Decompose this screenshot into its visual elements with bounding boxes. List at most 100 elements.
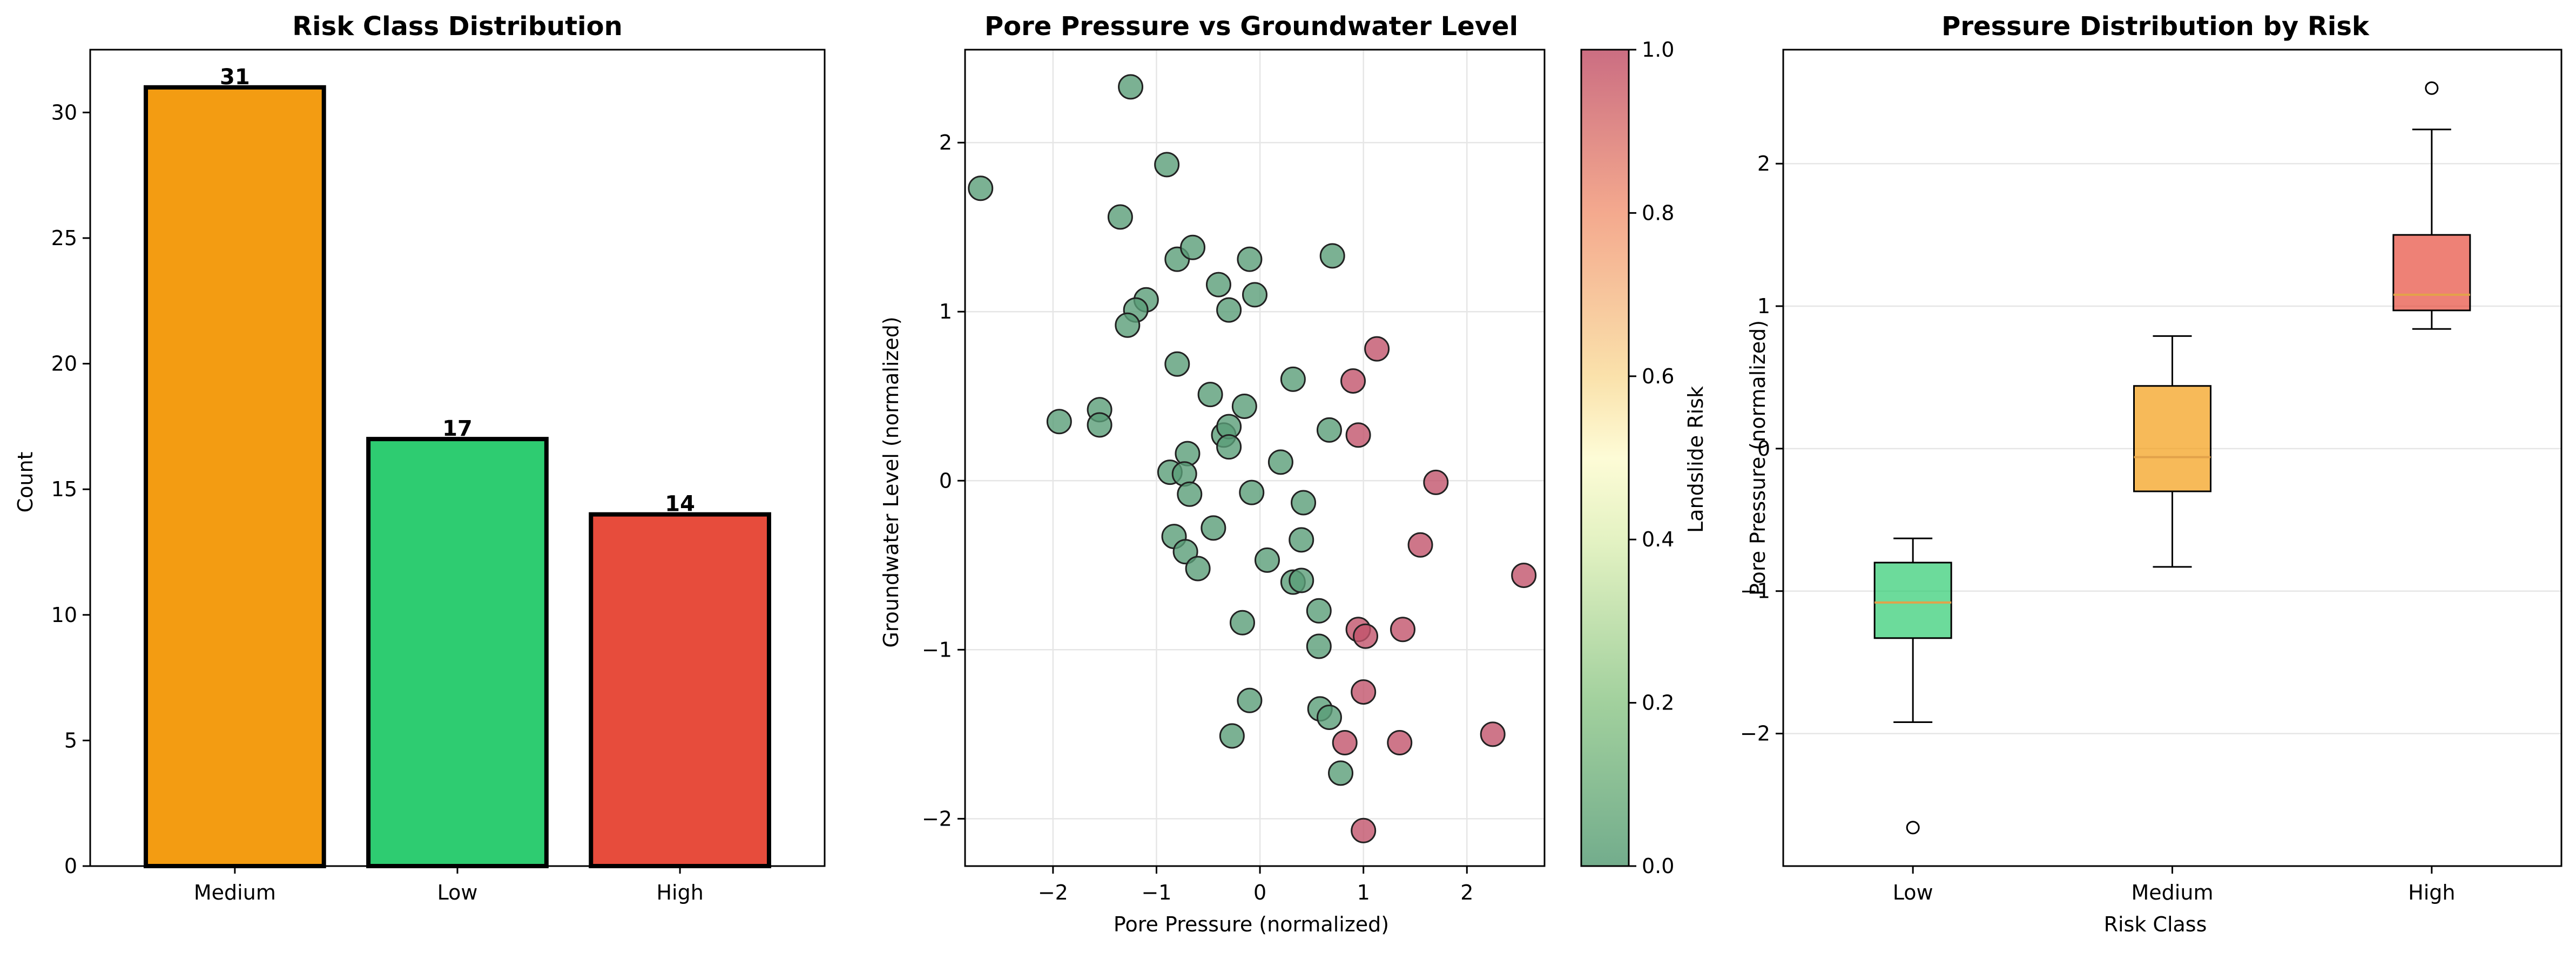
box-chart-panel: Pressure Distribution by Risk Risk Class… xyxy=(1740,11,2562,936)
scatter-point-high-risk xyxy=(1423,469,1449,495)
colorbar-tick-label: 0.2 xyxy=(1642,691,1674,715)
scatter-point-low-risk xyxy=(1306,633,1332,659)
scatter-point-high-risk xyxy=(1480,721,1506,747)
scatter-point-low-risk xyxy=(1328,760,1354,786)
box-chart-ylabel: Pore Pressure (normalized) xyxy=(1746,320,1770,596)
scatter-point-low-risk xyxy=(1267,449,1293,475)
scatter-point-low-risk xyxy=(1254,547,1280,573)
scatter-point-low-risk xyxy=(1289,527,1314,553)
bar-value-label: 31 xyxy=(220,65,250,90)
bar-chart-title: Risk Class Distribution xyxy=(292,11,623,42)
scatter-xtick-label: 1 xyxy=(1357,881,1370,904)
colorbar-label: Landslide Risk xyxy=(1684,386,1708,533)
box-chart-xlabel: Risk Class xyxy=(2104,913,2207,936)
scatter-point-low-risk xyxy=(1115,312,1141,338)
scatter-point-high-risk xyxy=(1332,729,1358,755)
colorbar-tick-label: 0.4 xyxy=(1642,528,1674,551)
scatter-xtick-label: −1 xyxy=(1141,881,1171,904)
scatter-point-low-risk xyxy=(1197,382,1223,408)
scatter-point-high-risk xyxy=(1407,532,1433,558)
scatter-point-low-risk xyxy=(1289,567,1314,593)
bar-ytick-label: 25 xyxy=(51,226,77,250)
scatter-point-low-risk xyxy=(1164,351,1190,377)
scatter-chart-panel: Pore Pressure vs Groundwater Level Pore … xyxy=(879,11,1708,936)
scatter-chart-ylabel: Groundwater Level (normalized) xyxy=(879,316,903,647)
scatter-point-low-risk xyxy=(1219,723,1245,749)
scatter-xtick-label: 2 xyxy=(1460,881,1473,904)
bar-low xyxy=(366,437,549,868)
colorbar-tick-label: 0.6 xyxy=(1642,364,1674,388)
bar-chart-ylabel: Count xyxy=(14,452,37,513)
scatter-point-low-risk xyxy=(1185,556,1211,582)
colorbar-tick-label: 1.0 xyxy=(1642,38,1674,62)
bar-medium xyxy=(144,85,326,868)
box-outlier-low xyxy=(1906,821,1920,835)
colorbar-tick-label: 0.0 xyxy=(1642,854,1674,878)
box-xtick-label: Medium xyxy=(2132,881,2214,904)
bar-plot-frame xyxy=(89,49,826,867)
scatter-point-low-risk xyxy=(1239,479,1265,505)
box-high xyxy=(2392,234,2471,312)
scatter-point-high-risk xyxy=(1387,729,1413,755)
scatter-point-low-risk xyxy=(1237,687,1263,713)
scatter-point-low-risk xyxy=(1216,434,1242,460)
box-ytick-label: −2 xyxy=(1740,722,1770,746)
scatter-point-low-risk xyxy=(1216,297,1242,323)
scatter-plot-frame xyxy=(964,49,1546,867)
colorbar-tick-label: 0.8 xyxy=(1642,201,1674,225)
bar-value-label: 14 xyxy=(665,492,695,517)
box-xtick-label: High xyxy=(2408,881,2455,904)
bar-ytick-label: 5 xyxy=(64,728,77,752)
bar-ytick-label: 30 xyxy=(51,100,77,124)
scatter-ytick-label: 2 xyxy=(939,131,952,154)
scatter-point-high-risk xyxy=(1351,679,1377,705)
scatter-point-low-risk xyxy=(1201,515,1226,541)
scatter-point-low-risk xyxy=(1172,539,1198,565)
box-chart-title: Pressure Distribution by Risk xyxy=(1941,11,2370,42)
box-medium xyxy=(2133,385,2211,492)
bar-xtick-label: High xyxy=(656,881,703,904)
scatter-point-low-risk xyxy=(1230,610,1256,636)
box-outlier-high xyxy=(2425,81,2439,95)
scatter-chart-title: Pore Pressure vs Groundwater Level xyxy=(984,11,1518,42)
scatter-point-low-risk xyxy=(968,175,994,201)
bar-chart-panel: Risk Class Distribution Count 0 5 10 15 20 25… xyxy=(14,11,826,904)
scatter-point-high-risk xyxy=(1364,336,1390,362)
scatter-point-low-risk xyxy=(1319,243,1345,269)
bar-ytick-label: 20 xyxy=(51,352,77,376)
scatter-point-high-risk xyxy=(1345,422,1371,448)
box-xtick-label: Low xyxy=(1893,881,1933,904)
scatter-ytick-label: 0 xyxy=(939,469,952,492)
bar-ytick-label: 15 xyxy=(51,477,77,501)
bar-high xyxy=(589,512,771,868)
scatter-point-low-risk xyxy=(1291,490,1317,516)
scatter-point-low-risk xyxy=(1177,481,1203,507)
scatter-point-low-risk xyxy=(1280,366,1306,392)
scatter-point-low-risk xyxy=(1237,246,1263,272)
scatter-point-high-risk xyxy=(1511,563,1537,589)
scatter-point-low-risk xyxy=(1046,409,1072,435)
box-plot-frame xyxy=(1782,49,2562,867)
scatter-xtick-label: −2 xyxy=(1038,881,1068,904)
box-low xyxy=(1873,562,1952,639)
scatter-point-low-risk xyxy=(1107,204,1133,230)
scatter-ytick-label: 1 xyxy=(939,300,952,323)
scatter-chart-xlabel: Pore Pressure (normalized) xyxy=(1114,913,1389,936)
box-ytick-label: 0 xyxy=(1757,437,1770,461)
bar-xtick-label: Medium xyxy=(194,881,276,904)
box-ytick-label: 1 xyxy=(1757,294,1770,318)
scatter-point-low-risk xyxy=(1316,417,1342,443)
colorbar xyxy=(1580,49,1630,867)
scatter-point-low-risk xyxy=(1231,394,1257,420)
scatter-point-low-risk xyxy=(1306,598,1332,624)
box-ytick-label: 2 xyxy=(1757,152,1770,175)
scatter-point-low-risk xyxy=(1087,412,1112,438)
bar-ytick-label: 0 xyxy=(64,854,77,878)
scatter-point-high-risk xyxy=(1340,368,1366,394)
scatter-point-low-risk xyxy=(1180,234,1206,260)
bar-xtick-label: Low xyxy=(437,881,478,904)
bar-ytick-label: 10 xyxy=(51,603,77,627)
box-ytick-label: −1 xyxy=(1740,579,1770,603)
scatter-point-high-risk xyxy=(1353,623,1379,649)
